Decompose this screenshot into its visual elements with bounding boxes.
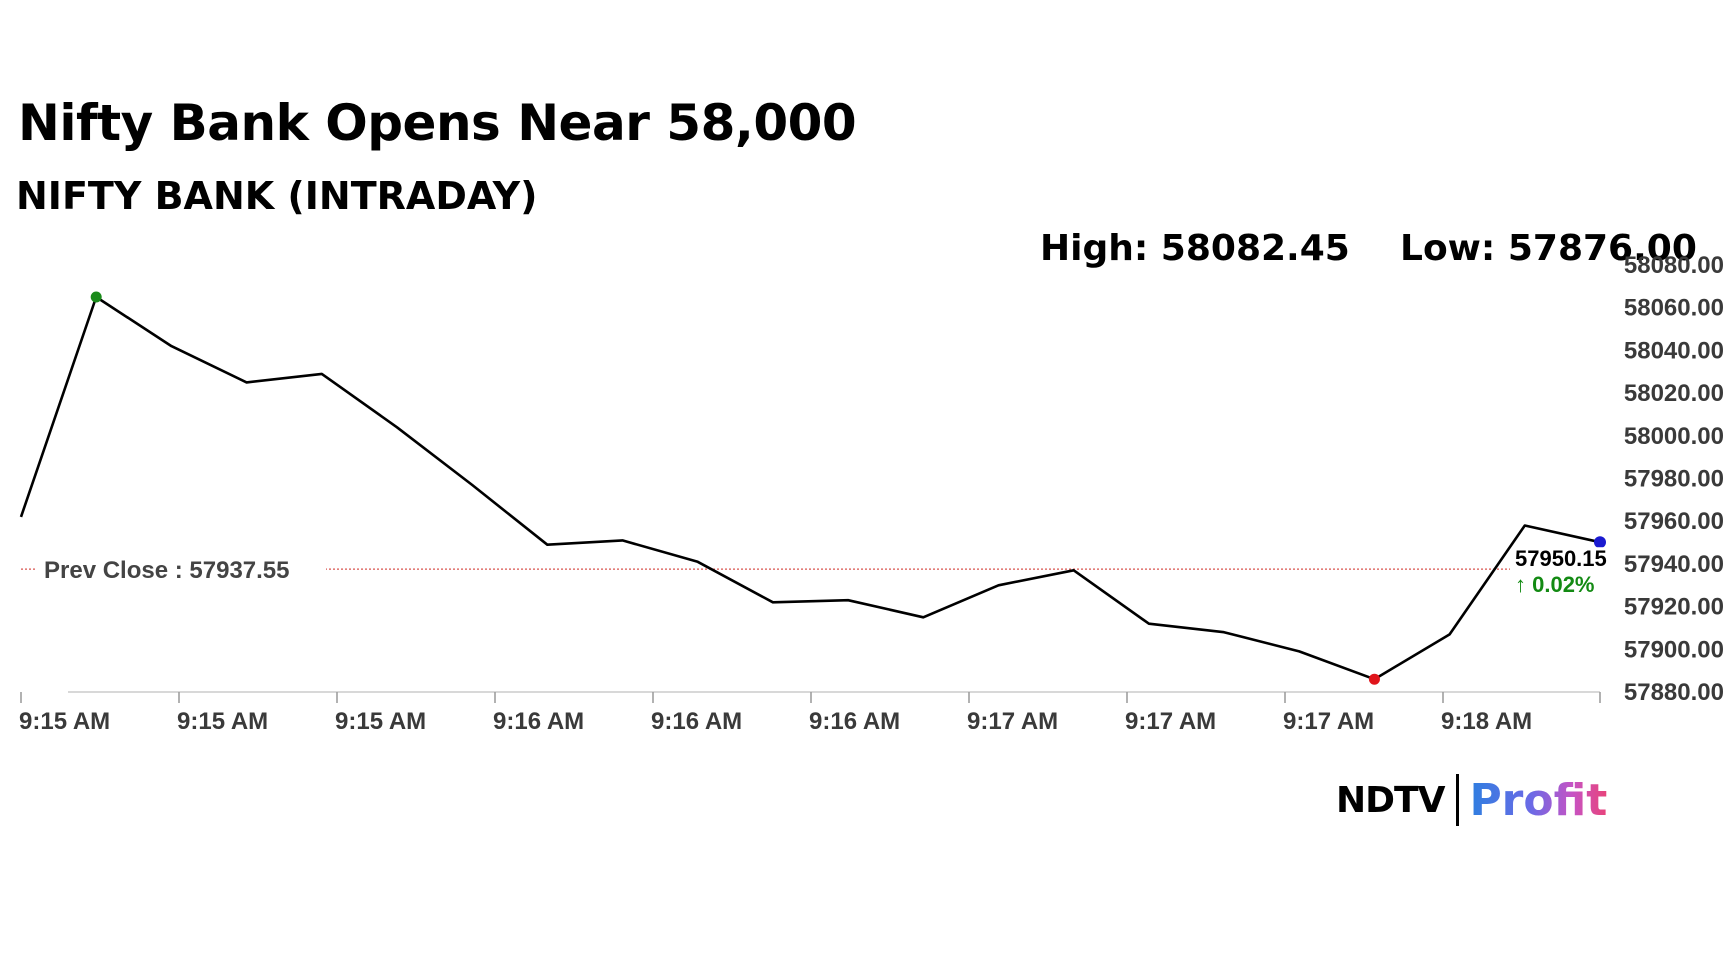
x-axis: 9:15 AM 9:15 AM 9:15 AM 9:16 AM 9:16 AM 9:16 … [19, 691, 1601, 735]
y-tick-label: 57980.00 [1624, 466, 1724, 493]
last-value-label: 57950.15 [1515, 546, 1607, 571]
y-tick-label: 58020.00 [1624, 380, 1724, 407]
x-tick-label: 9:15 AM [19, 708, 110, 735]
y-tick-label: 58040.00 [1624, 337, 1724, 364]
x-tick-label: 9:17 AM [1283, 708, 1374, 735]
y-axis: 58080.00 58060.00 58040.00 58020.00 58000.00… [1624, 252, 1724, 706]
last-marker [1594, 536, 1606, 549]
prev-close-label-bg [36, 549, 326, 588]
ndtv-profit-logo: NDTV Profit [1336, 772, 1607, 828]
last-value-bg [1512, 547, 1610, 604]
price-line [19, 295, 1601, 681]
x-tick-label: 9:18 AM [1441, 708, 1532, 735]
x-tick-label: 9:16 AM [493, 708, 584, 735]
y-tick-label: 57960.00 [1624, 508, 1724, 535]
y-tick-label: 57880.00 [1624, 679, 1724, 706]
x-tick-label: 9:16 AM [809, 708, 900, 735]
prev-close-label: Prev Close : 57937.55 [44, 557, 290, 584]
y-tick-label: 57900.00 [1624, 636, 1724, 663]
x-tick-label: 9:17 AM [967, 708, 1058, 735]
low-marker [1368, 673, 1380, 685]
y-tick-label: 58080.00 [1624, 252, 1724, 279]
markers [90, 291, 1606, 685]
x-tick-label: 9:17 AM [1125, 708, 1216, 735]
logo-divider [1456, 774, 1460, 826]
chart-subtitle: NIFTY BANK (INTRADAY) [16, 174, 538, 218]
y-tick-label: 58060.00 [1624, 295, 1724, 322]
y-tick-label: 58000.00 [1624, 423, 1724, 450]
y-tick-label: 57940.00 [1624, 551, 1724, 578]
x-tick-label: 9:15 AM [335, 708, 426, 735]
price-series [19, 295, 1601, 681]
high-stat: High: 58082.45 [1040, 228, 1350, 269]
y-tick-label: 57920.00 [1624, 594, 1724, 621]
prev-close: Prev Close : 57937.55 [21, 549, 1510, 588]
last-value: 57950.15↑ 0.02% [1512, 546, 1610, 604]
logo-ndtv-text: NDTV [1336, 779, 1445, 821]
last-change-label: ↑ 0.02% [1515, 572, 1595, 597]
x-tick-label: 9:15 AM [177, 708, 268, 735]
logo-profit-text: Profit [1469, 774, 1608, 826]
low-stat: Low: 57876.00 [1400, 228, 1697, 269]
high-marker [90, 291, 102, 303]
page-title: Nifty Bank Opens Near 58,000 [18, 94, 857, 152]
x-tick-label: 9:16 AM [651, 708, 742, 735]
